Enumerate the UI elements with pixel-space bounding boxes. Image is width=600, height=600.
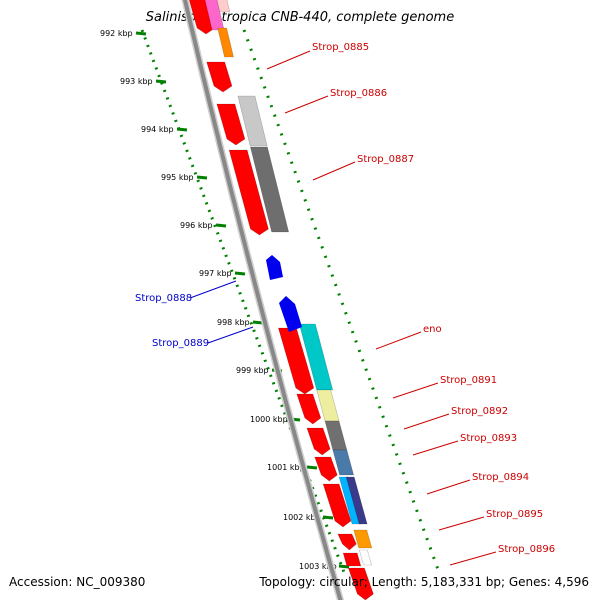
gene-0894-b: [345, 476, 368, 525]
kbp-tick-mark: [215, 223, 227, 228]
kbp-tick-mark: [322, 515, 334, 520]
gene-label-forward: Strop_0886: [330, 88, 387, 99]
kbp-tick-label: 1002 kbp: [283, 513, 321, 522]
gene-label-forward: eno: [423, 324, 442, 335]
cds-0891: [296, 393, 322, 425]
kbp-tick-mark: [155, 79, 167, 84]
accession-text: Accession: NC_009380: [9, 575, 146, 589]
gene-label-reverse: Strop_0889: [152, 338, 209, 349]
cds-0887a: [216, 103, 246, 146]
cds-0896: [347, 567, 374, 600]
kbp-tick-label: 1003 kbp: [299, 562, 337, 571]
kbp-tick-label: 992 kbp: [100, 29, 133, 38]
kbp-tick-mark: [196, 175, 208, 180]
backbone-group: [181, 0, 345, 600]
label-leader-line: [266, 50, 311, 70]
cds-0889: [279, 296, 302, 332]
map-title: Salinispora tropica CNB-440, complete ge…: [145, 10, 455, 25]
gene-0895: [353, 529, 373, 549]
label-leader-line: [449, 551, 497, 566]
label-leader-line: [412, 440, 459, 456]
label-leader-line: [375, 331, 422, 350]
gene-label-forward: Strop_0885: [312, 42, 369, 53]
kbp-tick-mark: [338, 564, 350, 569]
gene-0886: [237, 95, 268, 147]
kbp-tick-mark: [234, 271, 246, 276]
gene-label-forward: Strop_0896: [498, 544, 555, 555]
cds-0887: [228, 149, 269, 236]
gene-0891: [316, 389, 340, 422]
gene-0896-gap: [358, 549, 372, 566]
cds-0892: [306, 427, 331, 456]
label-leader-line: [284, 95, 329, 114]
label-leader-line: [392, 382, 439, 399]
outer-tick-ring: [140, 29, 347, 576]
gene-label-forward: Strop_0891: [440, 375, 497, 386]
gene-label-forward: Strop_0887: [357, 154, 414, 165]
kbp-tick-label: 994 kbp: [141, 125, 174, 134]
label-leader-line: [207, 326, 254, 344]
cds-0886: [206, 61, 233, 93]
kbp-tick-label: 995 kbp: [161, 173, 194, 182]
cds-0894: [322, 483, 352, 528]
kbp-tick-mark: [252, 320, 264, 325]
gene-label-forward: Strop_0893: [460, 433, 517, 444]
gene-label-forward: Strop_0894: [472, 472, 529, 483]
gene-label-forward: Strop_0892: [451, 406, 508, 417]
gene-0887: [250, 146, 290, 233]
kbp-tick-label: 996 kbp: [180, 221, 213, 230]
gene-0885-light: [216, 0, 231, 13]
feature-group: [188, 0, 374, 600]
kbp-tick-label: 998 kbp: [217, 318, 250, 327]
label-leader-line: [426, 479, 471, 495]
kbp-tick-mark: [135, 31, 147, 36]
kbp-tick-label: 999 kbp: [236, 366, 269, 375]
gene-0885-orange: [217, 27, 234, 58]
gene-label-reverse: Strop_0888: [135, 293, 192, 304]
backbone-line: [182, 0, 343, 600]
kbp-tick-mark: [176, 127, 188, 132]
gene-0893: [332, 449, 355, 476]
kbp-tick-mark: [306, 465, 318, 470]
cds-0896a: [342, 552, 362, 567]
kbp-tick-label: 993 kbp: [120, 77, 153, 86]
gene-eno: [298, 323, 334, 391]
cds-0888: [266, 255, 283, 280]
label-leader-line: [438, 516, 485, 531]
kbp-tick-label: 1001 kbp: [267, 463, 305, 472]
kbp-tick-label: 997 kbp: [199, 269, 232, 278]
label-leader-line: [403, 413, 450, 430]
label-leader-line: [189, 280, 237, 299]
cds-0895: [337, 533, 357, 551]
kbp-tick-label: 1000 kbp: [250, 415, 288, 424]
label-leader-line: [312, 161, 356, 181]
cds-0893: [314, 456, 338, 482]
genome-stats-text: Topology: circular; Length: 5,183,331 bp…: [259, 575, 589, 589]
gene-label-forward: Strop_0895: [486, 509, 543, 520]
